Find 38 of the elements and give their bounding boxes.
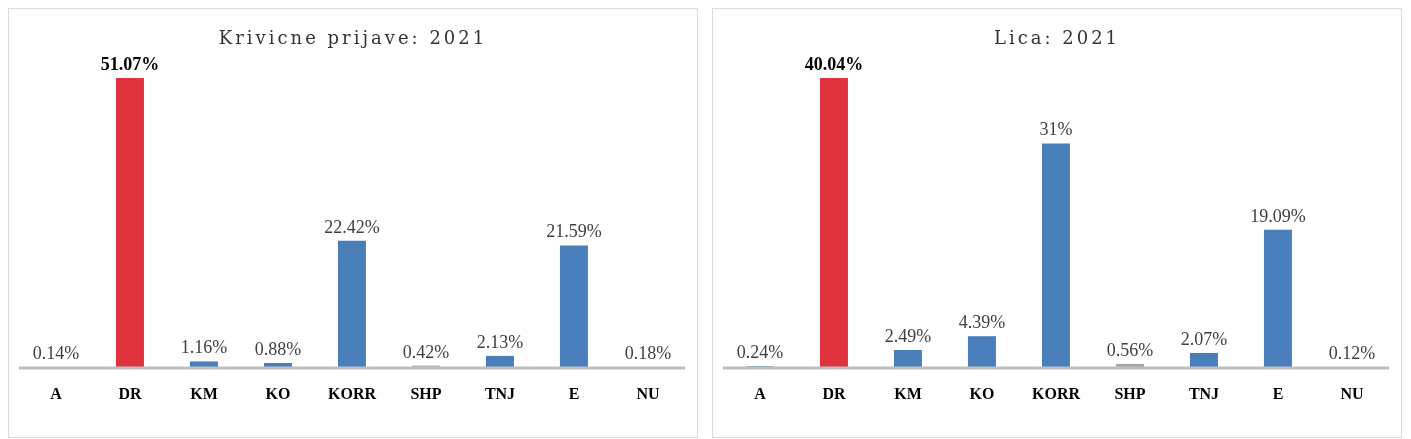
x-tick-label: KO <box>265 385 291 403</box>
data-label: 2.49% <box>884 325 932 346</box>
x-tick-label: E <box>568 385 580 403</box>
data-label: 19.09% <box>1250 205 1306 226</box>
x-tick-label: TNJ <box>484 385 516 403</box>
x-tick-label: KM <box>894 385 922 403</box>
x-tick-label: E <box>1272 385 1284 403</box>
x-tick-label: DR <box>118 385 142 403</box>
x-tick-label: KORR <box>328 385 377 403</box>
x-tick-label: A <box>50 385 63 403</box>
data-label: 0.24% <box>736 342 784 363</box>
data-label: 1.16% <box>180 337 228 358</box>
data-label: 51.07% <box>100 54 160 74</box>
data-label: 0.88% <box>254 339 302 359</box>
x-tick-label: TNJ <box>1188 385 1220 403</box>
x-tick-label: SHP <box>410 385 442 403</box>
x-tick-label: NU <box>1340 385 1364 403</box>
x-tick-label: NU <box>636 385 660 403</box>
x-tick-label: SHP <box>1114 385 1146 403</box>
x-tick-label: DR <box>822 385 846 403</box>
data-label: 0.42% <box>402 341 450 362</box>
data-label: 0.56% <box>1106 339 1154 360</box>
x-tick-label: KO <box>969 385 995 403</box>
data-label: 31% <box>1039 119 1073 140</box>
data-label: 21.59% <box>546 221 602 242</box>
data-label: 4.39% <box>958 312 1006 333</box>
x-tick-label: KORR <box>1032 385 1081 403</box>
data-label: 2.13% <box>476 331 524 352</box>
chart-title: Lica: 2021 <box>992 27 1122 48</box>
data-label: 2.07% <box>1180 329 1228 350</box>
data-label: 0.12% <box>1328 343 1376 364</box>
x-tick-label: A <box>754 385 767 403</box>
chart-title: Krivicne prijave: 2021 <box>217 27 489 48</box>
data-label: 0.14% <box>32 343 80 364</box>
data-label: 40.04% <box>804 54 864 74</box>
data-label: 22.42% <box>324 216 380 237</box>
x-tick-label: KM <box>190 385 218 403</box>
data-label: 0.18% <box>624 342 672 363</box>
